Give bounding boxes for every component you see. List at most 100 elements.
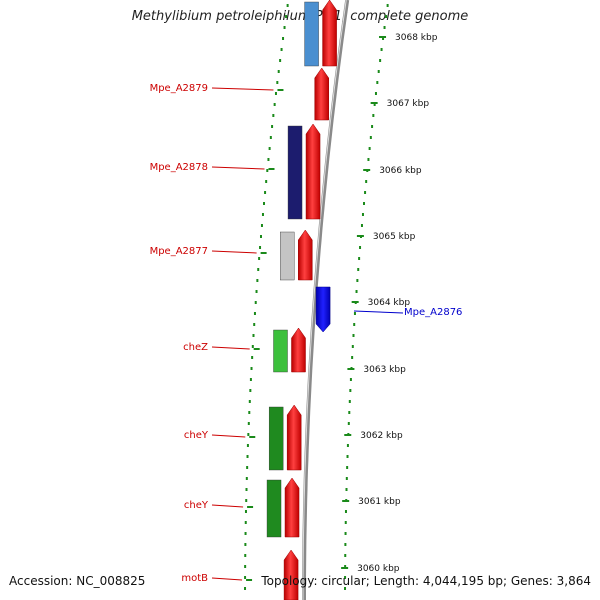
label-tick <box>247 506 254 508</box>
dotted-track-left <box>259 235 262 238</box>
dotted-track-right <box>386 4 389 7</box>
dotted-track-right <box>360 224 363 227</box>
dotted-track-left <box>244 532 247 535</box>
forward-gene-arrow <box>305 123 321 220</box>
dotted-track-right <box>380 48 383 51</box>
dotted-track-left <box>258 257 261 260</box>
dotted-track-right <box>363 202 366 205</box>
dotted-track-left <box>247 433 250 436</box>
label-leader-line <box>211 166 265 170</box>
dotted-track-left <box>251 356 254 359</box>
dotted-track-left <box>249 378 252 381</box>
label-leader-line <box>353 310 404 314</box>
dotted-track-left <box>261 213 264 216</box>
tick-label: 3067 kbp <box>387 99 430 109</box>
tick-label: 3060 kbp <box>357 564 400 574</box>
gene-track <box>283 0 337 600</box>
dotted-track-left <box>264 191 267 194</box>
dotted-track-left <box>244 554 247 557</box>
tick-label: 3061 kbp <box>358 497 401 507</box>
tick-mark <box>342 500 350 502</box>
dotted-track-right <box>351 345 354 348</box>
dotted-track-left <box>245 477 248 480</box>
dotted-track-left <box>253 312 256 315</box>
tick-mark <box>344 434 352 436</box>
backbone-highlight <box>302 0 347 600</box>
dotted-track-left <box>253 323 256 326</box>
cog-box <box>273 329 288 373</box>
tick-label: 3066 kbp <box>379 166 422 176</box>
kbp-ticks: 3068 kbp 3067 kbp 3066 kbp 3065 kbp 3064 kbp… <box>341 33 438 574</box>
dotted-track-right <box>377 70 380 73</box>
accession-text: Accession: NC_008825 <box>9 574 146 588</box>
dotted-track-right <box>345 477 348 480</box>
dotted-track-right <box>367 158 370 161</box>
dotted-track-right <box>359 246 362 249</box>
dotted-track-right <box>344 554 347 557</box>
dotted-track-right <box>361 213 364 216</box>
dotted-track-left <box>277 70 280 73</box>
label-leader-line <box>211 346 250 350</box>
dotted-track-left <box>283 26 286 29</box>
dotted-track-right <box>344 587 347 590</box>
forward-gene-arrow <box>283 549 299 600</box>
label-leader-line <box>211 87 274 91</box>
dotted-track-left <box>267 158 270 161</box>
dotted-track-left <box>250 367 253 370</box>
gene-label: Mpe_A2876 <box>404 307 462 318</box>
dotted-track-left <box>285 15 288 18</box>
dotted-track-left <box>274 92 277 95</box>
dotted-track-left <box>286 4 289 7</box>
label-tick <box>246 579 253 581</box>
tick-mark <box>347 368 355 370</box>
tick-label: 3062 kbp <box>360 431 403 441</box>
dotted-track-left <box>244 576 247 579</box>
dotted-track-right <box>353 312 356 315</box>
cog-box <box>266 479 282 538</box>
dotted-track-right <box>373 103 376 106</box>
gene-labels: Mpe_A2879 Mpe_A2878 Mpe_A2877 cheZ cheY cheY m… <box>150 83 463 584</box>
dotted-track-left <box>279 59 282 62</box>
dotted-track-right <box>345 488 348 491</box>
dotted-track-left <box>280 48 283 51</box>
dotted-track-left <box>246 466 249 469</box>
tick-label: 3068 kbp <box>395 33 438 43</box>
gene-label: cheY <box>184 430 209 441</box>
dotted-track-left <box>257 268 260 271</box>
dotted-track-right <box>352 334 355 337</box>
dotted-track-right <box>344 576 347 579</box>
dotted-track-left <box>263 202 266 205</box>
tick-mark <box>351 301 359 303</box>
dotted-track-left <box>244 587 247 590</box>
dotted-track-right <box>374 92 377 95</box>
dotted-track-left <box>246 455 249 458</box>
dotted-track-right <box>344 521 347 524</box>
dotted-track-right <box>376 81 379 84</box>
forward-gene-arrow <box>286 404 302 471</box>
forward-gene-arrow <box>298 229 313 281</box>
label-leader-line <box>211 434 246 438</box>
reverse-gene-arrow <box>315 286 331 333</box>
dotted-track-right <box>344 510 347 513</box>
label-leader-line <box>211 577 243 581</box>
cog-box <box>304 1 319 67</box>
dotted-track-left <box>244 543 247 546</box>
dotted-track-left <box>245 499 248 502</box>
dotted-track-right <box>356 279 359 282</box>
dotted-track-right <box>353 323 356 326</box>
dotted-track-left <box>266 169 269 172</box>
forward-gene-arrow <box>284 477 300 538</box>
label-tick <box>268 168 275 170</box>
dotted-track-right <box>346 455 349 458</box>
dotted-track-right <box>346 444 349 447</box>
tick-label: 3063 kbp <box>363 365 406 375</box>
cog-box <box>287 125 303 220</box>
label-leader-line <box>211 504 244 508</box>
dotted-track-right <box>382 37 385 40</box>
dotted-track-left <box>244 521 247 524</box>
label-leader-line <box>211 250 257 254</box>
dotted-track-left <box>251 345 254 348</box>
dotted-track-right <box>357 268 360 271</box>
gene-label: motB <box>181 573 208 584</box>
